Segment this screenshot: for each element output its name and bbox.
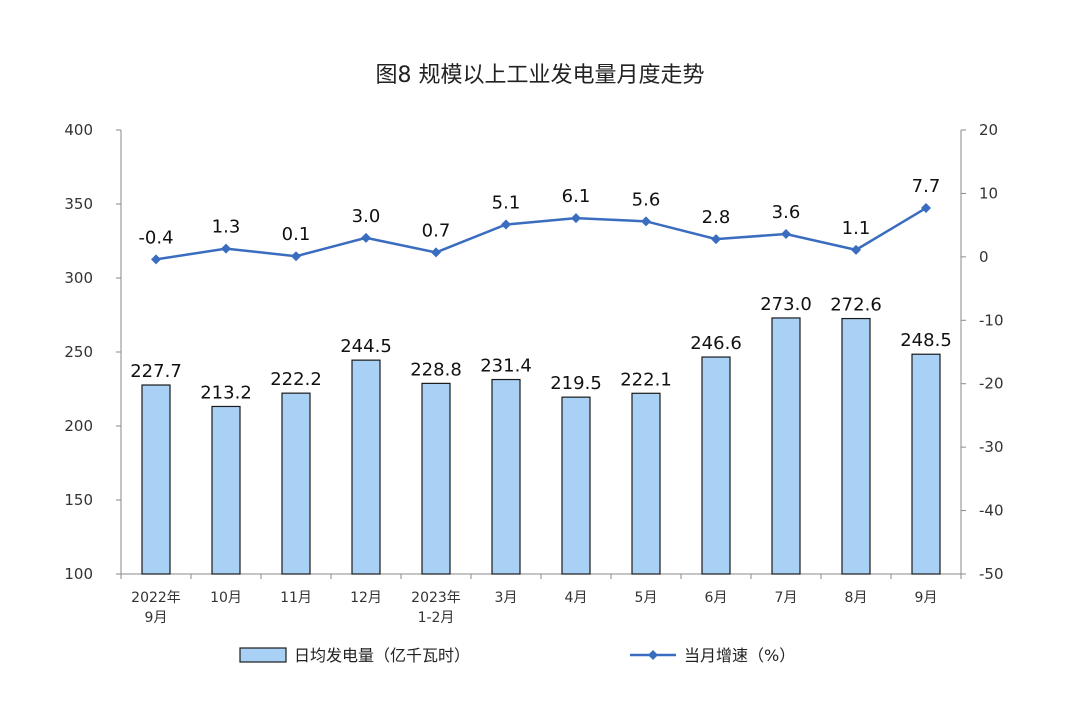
legend: 日均发电量（亿千瓦时） 当月增速（%） [239,646,795,665]
line-data-label: 5.1 [492,193,521,214]
x-tick-label: 5月 [635,590,658,606]
y-left-tick-label: 300 [64,269,93,287]
line-series: -0.4 1.3 0.1 3.0 0.7 5.1 6.1 5.6 2.8 3.6 1.1 7.7 [138,176,941,265]
line-data-label: 7.7 [912,176,941,197]
x-tick-label: 7月 [775,590,798,606]
bar-data-label: 222.2 [270,369,322,390]
bar-data-label: 231.4 [480,356,532,377]
y-right-tick-label: -50 [979,565,1004,583]
bar [491,378,521,575]
bar [281,392,311,575]
x-tick-label: 10月 [210,590,242,606]
line-point [431,247,441,258]
line-data-label: 5.6 [632,189,661,210]
line-point [571,213,581,224]
line-point [851,244,861,255]
x-tick-label: 2022年 [131,590,181,606]
bar [701,356,731,575]
bar [141,384,171,575]
y-right-tick-label: -20 [979,375,1004,393]
line-data-label: 0.7 [422,220,451,241]
y-left-tick-label: 200 [64,417,93,435]
x-tick-label: 4月 [565,590,588,606]
y-right-tick-label: -10 [979,311,1004,329]
line-point [291,251,301,262]
y-right-tick-label: -30 [979,438,1004,456]
legend-line-label: 当月增速（%） [684,646,795,665]
line-data-label: 3.0 [352,206,381,227]
bar-series: 227.7 213.2 222.2 244.5 228.8 231.4 219.5 222.1… [130,294,952,575]
bar [421,382,451,575]
x-tick-label: 8月 [845,590,868,606]
bar-data-label: 273.0 [760,294,812,315]
line-point [711,234,721,245]
legend-line-marker [648,650,658,660]
line-point [151,254,161,265]
bar-data-label: 227.7 [130,361,182,382]
legend-bar-swatch [239,647,287,663]
y-left-tick-label: 100 [64,565,93,583]
x-tick-label: 9月 [145,610,168,626]
bar [211,405,241,575]
bar-data-label: 228.8 [410,359,462,380]
line-data-label: 6.1 [562,186,591,207]
bar-data-label: 246.6 [690,333,742,354]
line-data-label: -0.4 [138,227,173,248]
bar [771,317,801,575]
line-point [641,216,651,227]
bar-data-label: 219.5 [550,373,602,394]
y-left-tick-label: 250 [64,343,93,361]
line-data-label: 2.8 [702,207,731,228]
bar [841,317,871,575]
y-right-tick-label: 10 [979,184,998,202]
y-right-tick-label: 20 [979,121,998,139]
x-tick-label: 1-2月 [418,610,455,626]
x-tick-label: 9月 [915,590,938,606]
y-left-tick-label: 350 [64,195,93,213]
y-right-tick-label: -40 [979,502,1004,520]
line-point [501,219,511,230]
x-tick-label: 2023年 [411,590,461,606]
line-data-label: 1.3 [212,217,241,238]
bar [631,392,661,575]
y-left-tick-label: 150 [64,491,93,509]
bar-data-label: 248.5 [900,330,952,351]
line-point [781,229,791,240]
legend-bar-label: 日均发电量（亿千瓦时） [294,646,470,665]
bar [351,359,381,575]
y-left-tick-label: 400 [64,121,93,139]
line-data-label: 1.1 [842,218,871,239]
bar-data-label: 222.1 [620,369,672,390]
bar [911,353,941,575]
line-point [221,243,231,254]
chart-title: 图8 规模以上工业发电量月度走势 [376,63,705,88]
x-tick-label: 11月 [280,590,312,606]
bar [561,396,591,575]
bar-data-label: 244.5 [340,336,392,357]
bar-data-label: 213.2 [200,382,252,403]
x-tick-label: 3月 [495,590,518,606]
line-data-label: 0.1 [282,224,311,245]
line-point [361,232,371,243]
axes: 100 150 200 250 300 350 400 -50 -40 -30 -20 -10 0 10 2… [64,121,1003,626]
x-tick-label: 12月 [350,590,382,606]
line-data-label: 3.6 [772,202,801,223]
growth-line [155,206,927,261]
y-right-tick-label: 0 [979,248,989,266]
bar-data-label: 272.6 [830,295,882,316]
line-point [921,203,931,214]
x-tick-label: 6月 [705,590,728,606]
